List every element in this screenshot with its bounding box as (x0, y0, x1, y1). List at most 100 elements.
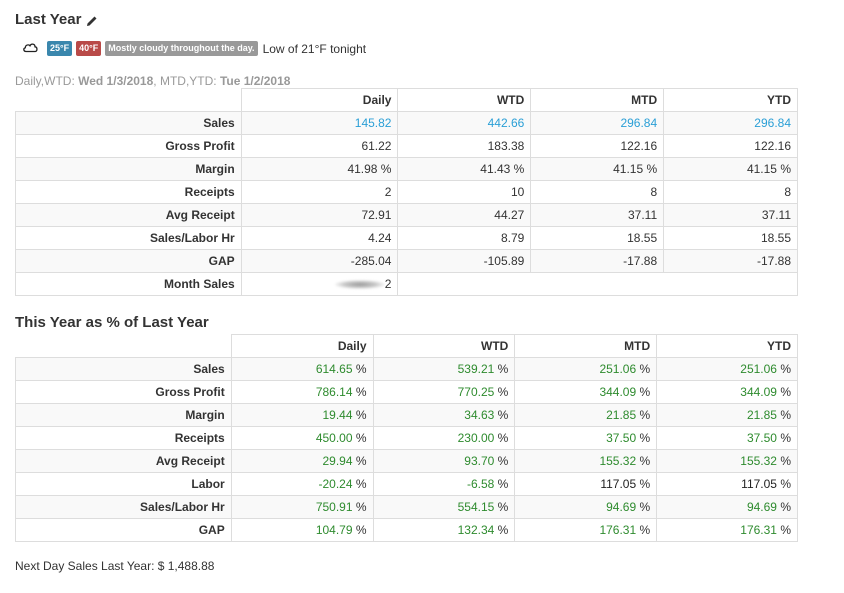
table-cell: 770.25 (457, 385, 495, 399)
table-cell: 344.09 (599, 385, 637, 399)
table-cell: 230.00 (457, 431, 495, 445)
table-cell: 183.38 (397, 134, 532, 158)
row-label-margin: Margin (15, 157, 242, 181)
pct-sign: % (639, 523, 651, 537)
pct-sign: % (497, 385, 509, 399)
table-cell: 10 (397, 180, 532, 204)
tonight-low-text: Low of 21°F tonight (262, 41, 367, 56)
table-cell: 21.85 (746, 408, 777, 422)
table-row: GAP 104.79 % 132.34 % 176.31 % 176.31 % (15, 518, 798, 542)
table-cell: 18.55 (530, 226, 665, 250)
table-cell: 344.09 (740, 385, 777, 399)
pct-sign: % (639, 500, 651, 514)
pct-sign: % (355, 408, 367, 422)
table-cell: 750.91 (315, 500, 353, 514)
date-range-text: Daily,WTD: Wed 1/3/2018, MTD,YTD: Tue 1/… (15, 74, 290, 88)
table-cell: 94.69 (606, 500, 637, 514)
col-header-wtd: WTD (397, 88, 532, 112)
last-year-table: Daily WTD MTD YTD Sales 145.82 442.66 29… (15, 88, 798, 296)
table-cell: 93.70 (464, 454, 495, 468)
table-cell: 104.79 (315, 523, 353, 537)
table-cell: 44.27 (397, 203, 532, 227)
table-row: Avg Receipt 29.94 % 93.70 % 155.32 % 155… (15, 449, 798, 473)
row-label-avg-receipt: Avg Receipt (15, 449, 232, 473)
pct-sign: % (780, 385, 791, 399)
table-cell: -17.88 (530, 249, 665, 273)
sales-ytd-link[interactable]: 296.84 (663, 111, 798, 135)
pct-sign: % (497, 408, 509, 422)
row-label-gap: GAP (15, 518, 232, 542)
row-label-receipts: Receipts (15, 180, 242, 204)
table-header-row: Daily WTD MTD YTD (15, 334, 798, 358)
sales-mtd-link[interactable]: 296.84 (530, 111, 665, 135)
row-label-sales-labor-hr: Sales/Labor Hr (15, 226, 242, 250)
pct-sign: % (355, 454, 367, 468)
table-cell: 94.69 (746, 500, 777, 514)
table-cell: 176.31 (599, 523, 637, 537)
pct-sign: % (355, 477, 367, 491)
col-header-wtd: WTD (372, 334, 516, 358)
col-header-daily: Daily (240, 88, 399, 112)
table-cell: 554.15 (457, 500, 495, 514)
table-row: GAP -285.04 -105.89 -17.88 -17.88 (15, 249, 798, 273)
table-cell: 8 (663, 180, 798, 204)
page-title-text: Last Year (15, 11, 82, 28)
table-cell: 41.15 % (663, 157, 798, 181)
table-cell: 61.22 (240, 134, 399, 158)
table-cell: 37.11 (663, 203, 798, 227)
edit-pencil-icon[interactable] (86, 14, 98, 26)
table-row: Margin 19.44 % 34.63 % 21.85 % 21.85 % (15, 403, 798, 427)
row-label-sales: Sales (15, 357, 232, 381)
col-header-ytd: YTD (656, 334, 798, 358)
table-cell: -20.24 (318, 477, 353, 491)
sales-daily-link[interactable]: 145.82 (240, 111, 399, 135)
weather-bar: 25°F 40°F Mostly cloudy throughout the d… (22, 41, 366, 56)
table-cell: 41.43 % (397, 157, 532, 181)
temp-high-badge: 40°F (76, 41, 102, 56)
table-cell: 8.79 (397, 226, 532, 250)
table-cell: 132.34 (457, 523, 495, 537)
table-cell: 155.32 (599, 454, 637, 468)
pct-sign: % (497, 500, 509, 514)
row-label-month-sales: Month Sales (15, 272, 242, 296)
this-year-pct-table: Daily WTD MTD YTD Sales 614.65 % 539.21 … (15, 334, 798, 542)
pct-sign: % (497, 523, 509, 537)
pct-sign: % (780, 500, 791, 514)
pct-sign: % (639, 477, 651, 491)
page-title: Last Year (15, 11, 98, 28)
pct-sign: % (639, 385, 651, 399)
pct-sign: % (355, 385, 367, 399)
table-cell: 176.31 (740, 523, 777, 537)
table-cell: 72.91 (240, 203, 399, 227)
dates-prefix-2: , MTD,YTD: (153, 74, 220, 88)
cloud-icon (22, 41, 43, 56)
table-cell: 4.24 (240, 226, 399, 250)
pct-sign: % (497, 454, 509, 468)
table-cell: 2 (240, 180, 399, 204)
row-label-margin: Margin (15, 403, 232, 427)
row-label-gross-profit: Gross Profit (15, 380, 232, 404)
pct-sign: % (639, 408, 651, 422)
table-row: Gross Profit 61.22 183.38 122.16 122.16 (15, 134, 798, 158)
pct-sign: % (780, 523, 791, 537)
pct-sign: % (497, 477, 509, 491)
table-row: Receipts 2 10 8 8 (15, 180, 798, 204)
date-mtd-ytd: Tue 1/2/2018 (219, 74, 291, 88)
pct-sign: % (639, 362, 651, 376)
pct-sign: % (780, 431, 791, 445)
table-row: Gross Profit 786.14 % 770.25 % 344.09 % … (15, 380, 798, 404)
col-header-daily: Daily (230, 334, 374, 358)
pct-sign: % (780, 477, 791, 491)
dates-prefix-1: Daily,WTD: (15, 74, 79, 88)
table-row: Sales 614.65 % 539.21 % 251.06 % 251.06 … (15, 357, 798, 381)
table-row: Month Sales 2 (15, 272, 798, 296)
table-row: Sales 145.82 442.66 296.84 296.84 (15, 111, 798, 135)
table-row: Sales/Labor Hr 750.91 % 554.15 % 94.69 %… (15, 495, 798, 519)
sales-wtd-link[interactable]: 442.66 (397, 111, 532, 135)
pct-sign: % (355, 431, 367, 445)
row-label-receipts: Receipts (15, 426, 232, 450)
table-row: Margin 41.98 % 41.43 % 41.15 % 41.15 % (15, 157, 798, 181)
temp-low-badge: 25°F (47, 41, 73, 56)
col-header-ytd: YTD (663, 88, 798, 112)
weather-description-badge: Mostly cloudy throughout the day. (105, 41, 258, 56)
